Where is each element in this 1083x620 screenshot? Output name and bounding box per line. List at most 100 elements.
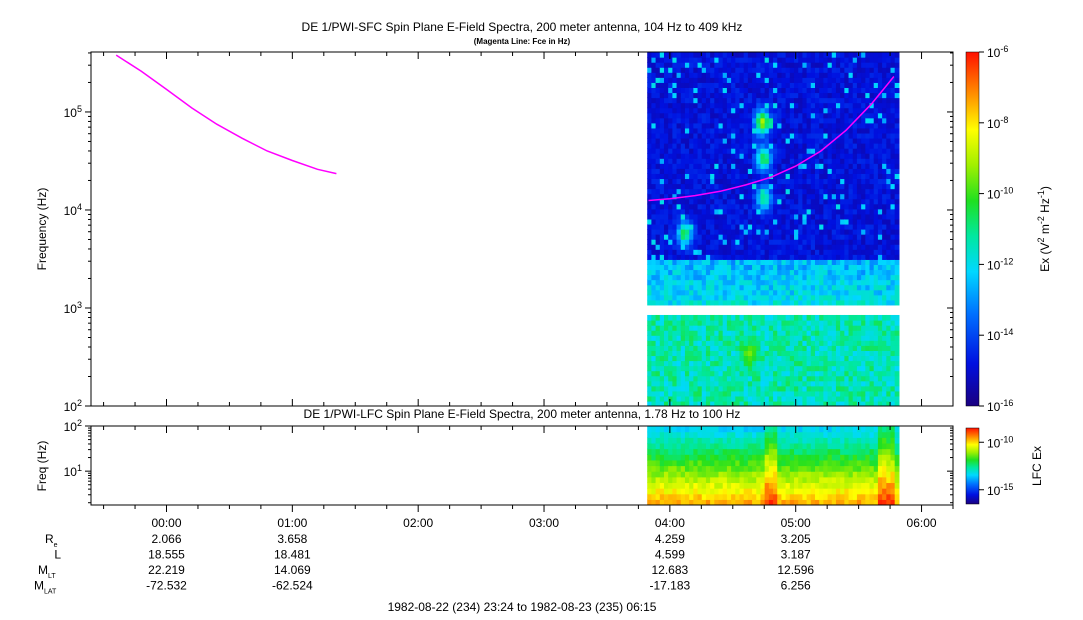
heat-cell: [852, 350, 858, 357]
heat-cell: [781, 62, 787, 68]
heat-cell: [785, 143, 791, 149]
heat-cell: [882, 107, 887, 114]
heat-cell: [861, 330, 866, 336]
heat-cell: [827, 360, 833, 367]
heat-cell: [798, 264, 804, 271]
heat-cell: [773, 188, 778, 195]
heat-cell: [865, 350, 871, 357]
heat-cell: [697, 153, 703, 159]
heat-cell: [831, 218, 837, 225]
heat-cell: [714, 127, 720, 134]
heat-cell: [659, 112, 665, 119]
heat-cell: [764, 213, 770, 220]
heat-cell: [806, 178, 812, 185]
heat-cell: [886, 400, 892, 406]
heat-cell: [844, 143, 850, 149]
heat-cell: [798, 385, 804, 392]
heat-cell: [882, 355, 887, 362]
heat-cell: [668, 87, 673, 94]
heat-cell: [789, 279, 795, 286]
heat-cell: [668, 431, 673, 438]
heat-cell: [697, 335, 703, 341]
heat-cell: [848, 471, 854, 478]
heat-cell: [861, 365, 866, 372]
heat-cell: [810, 143, 816, 149]
heat-cell: [827, 385, 833, 392]
heat-cell: [718, 77, 724, 83]
heat-cell: [710, 390, 715, 397]
heat-cell: [861, 459, 866, 467]
heat-cell: [802, 148, 808, 154]
heat-cell: [810, 269, 816, 276]
heat-cell: [873, 259, 879, 265]
heat-cell: [651, 488, 657, 495]
heat-cell: [835, 57, 841, 63]
heat-cell: [659, 244, 665, 250]
heat-cell: [739, 82, 745, 88]
heat-cell: [647, 223, 652, 230]
heat-cell: [877, 284, 883, 291]
heat-cell: [647, 97, 652, 104]
heat-cell: [668, 289, 673, 296]
heat-cell: [861, 213, 866, 220]
heat-cell: [886, 269, 892, 276]
heat-cell: [651, 355, 657, 362]
heat-cell: [731, 77, 736, 83]
heat-cell: [852, 183, 858, 190]
heat-cell: [785, 471, 791, 478]
heat-cell: [802, 234, 808, 240]
heat-cell: [718, 67, 724, 73]
heat-cell: [810, 218, 816, 225]
heat-cell: [844, 102, 850, 109]
heat-cell: [768, 400, 774, 406]
heat-cell: [890, 330, 896, 336]
heat-cell: [806, 499, 812, 505]
heat-cell: [739, 223, 745, 230]
heat-cell: [689, 148, 694, 154]
heat-cell: [789, 454, 795, 461]
heat-cell: [714, 137, 720, 144]
heat-cell: [856, 395, 862, 402]
heat-cell: [865, 203, 871, 210]
heat-cell: [756, 132, 762, 139]
heat-cell: [781, 279, 787, 286]
heat-cell: [819, 244, 824, 250]
colorbar-tick-label: 10-12: [987, 256, 1013, 272]
heat-cell: [735, 127, 741, 134]
heat-cell: [773, 299, 778, 306]
heat-cell: [714, 143, 720, 149]
heat-cell: [856, 499, 862, 505]
heat-cell: [743, 330, 749, 336]
heat-cell: [823, 350, 829, 357]
heat-cell: [781, 239, 787, 245]
heat-cell: [835, 239, 841, 245]
heat-cell: [819, 239, 824, 245]
heat-cell: [760, 390, 766, 397]
heat-cell: [705, 259, 711, 265]
heat-cell: [794, 168, 799, 174]
heat-cell: [655, 67, 661, 73]
heat-cell: [743, 117, 749, 124]
heat-cell: [827, 279, 833, 286]
heat-cell: [752, 168, 757, 174]
heat-cell: [869, 77, 875, 83]
heat-cell: [777, 482, 783, 489]
heat-cell: [714, 400, 720, 406]
heat-cell: [647, 198, 652, 205]
heat-cell: [890, 218, 896, 225]
heat-cell: [806, 335, 812, 341]
heat-cell: [844, 173, 850, 180]
heat-cell: [806, 77, 812, 83]
heat-cell: [764, 67, 770, 73]
heat-cell: [756, 203, 762, 210]
heat-cell: [806, 203, 812, 210]
heat-cell: [663, 299, 669, 306]
heat-cell: [852, 400, 858, 406]
heat-cell: [714, 365, 720, 372]
heat-cell: [668, 294, 673, 301]
heat-cell: [869, 143, 875, 149]
heat-cell: [659, 117, 665, 124]
bottom-panel-title: DE 1/PWI-LFC Spin Plane E-Field Spectra,…: [304, 407, 741, 421]
heat-cell: [701, 360, 707, 367]
heat-cell: [705, 254, 711, 260]
